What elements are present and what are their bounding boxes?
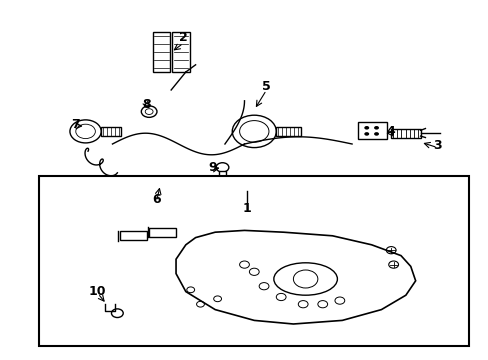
Text: 8: 8 [142, 98, 151, 111]
Bar [219, 171, 225, 178]
Text: 3: 3 [432, 139, 441, 152]
Bar [390, 129, 420, 138]
Text: 10: 10 [89, 285, 106, 298]
Text: 4: 4 [386, 125, 395, 138]
Text: 7: 7 [71, 118, 80, 131]
Bar [276, 127, 300, 136]
Text: 6: 6 [152, 193, 161, 206]
Bar [39, 176, 468, 346]
Bar [120, 231, 146, 240]
FancyBboxPatch shape [358, 122, 386, 139]
Bar [149, 228, 176, 237]
Circle shape [373, 132, 378, 136]
Text: 9: 9 [208, 161, 217, 174]
Circle shape [364, 132, 368, 136]
Text: 2: 2 [179, 31, 187, 44]
Circle shape [364, 126, 368, 130]
Circle shape [373, 126, 378, 130]
Text: 1: 1 [242, 202, 251, 215]
Text: 5: 5 [262, 80, 270, 93]
Bar [101, 127, 121, 136]
